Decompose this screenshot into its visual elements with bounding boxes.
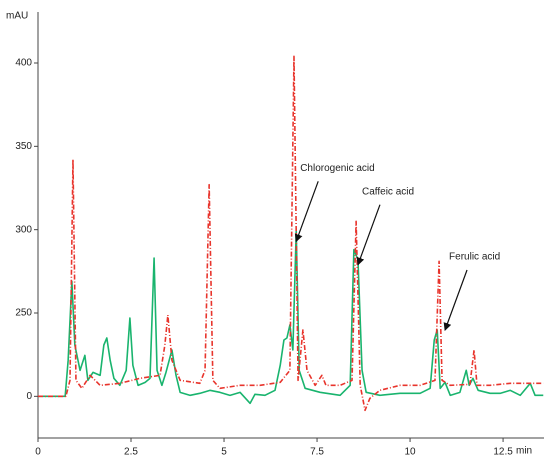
annotation-label: Ferulic acid — [449, 252, 500, 263]
annotation-label: Caffeic acid — [362, 186, 414, 197]
x-axis-label: min — [516, 446, 532, 457]
annotation-arrow — [356, 204, 381, 266]
annotation-arrow — [443, 269, 468, 331]
series-line — [38, 230, 544, 405]
y-tick-label: 350 — [15, 141, 32, 152]
y-tick-label: 300 — [15, 224, 32, 235]
x-tick-label: 0 — [35, 447, 41, 458]
y-tick-label: 250 — [15, 308, 32, 319]
annotation-label: Chlorogenic acid — [300, 163, 375, 174]
y-axis-label: mAU — [6, 11, 28, 22]
x-tick-label: 12.5 — [493, 447, 513, 458]
annotation-arrow — [294, 181, 319, 243]
series-line — [38, 55, 544, 412]
y-tick-label: 0 — [26, 391, 32, 402]
y-tick-label: 400 — [15, 58, 32, 69]
x-tick-label: 7.5 — [310, 447, 324, 458]
x-tick-label: 5 — [221, 447, 227, 458]
x-tick-label: 2.5 — [124, 447, 138, 458]
x-tick-label: 10 — [404, 447, 416, 458]
